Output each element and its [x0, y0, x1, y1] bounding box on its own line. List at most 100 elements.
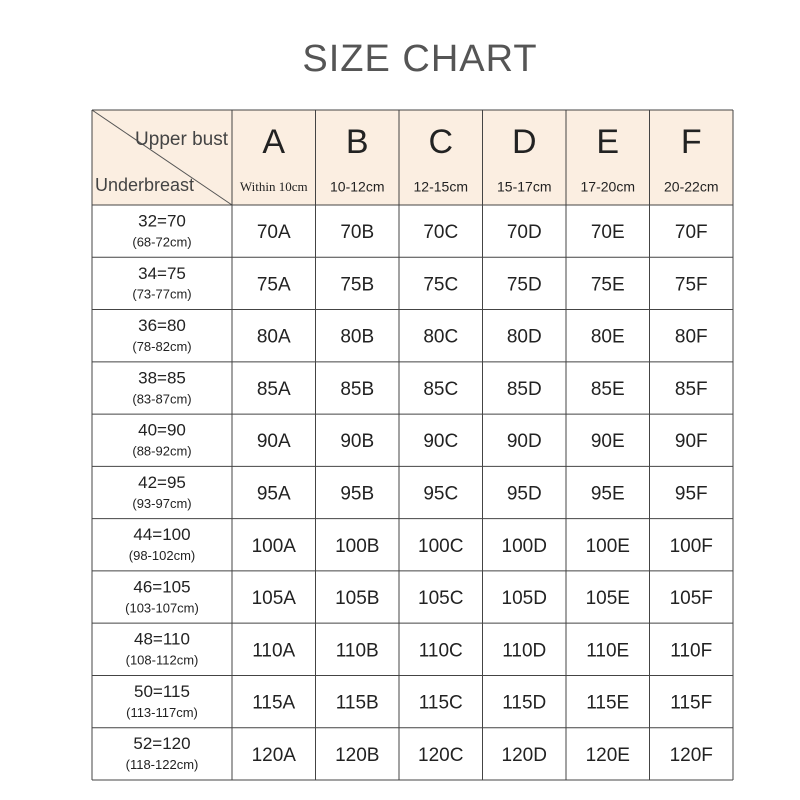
size-cell: 70A — [257, 222, 291, 243]
column-range: 15-17cm — [497, 179, 551, 195]
size-cell: 90E — [591, 431, 625, 452]
size-cell: 70D — [507, 222, 542, 243]
size-cell: 70E — [591, 222, 625, 243]
size-cell: 90B — [340, 431, 374, 452]
column-range: 20-22cm — [664, 179, 718, 195]
size-cell: 75B — [340, 274, 374, 295]
column-letter: E — [596, 123, 619, 161]
column-range: 17-20cm — [581, 179, 635, 195]
size-cell: 110B — [336, 640, 379, 661]
row-size: 36=80 — [138, 316, 186, 335]
size-cell: 80E — [591, 327, 625, 348]
size-cell: 70B — [340, 222, 374, 243]
size-cell: 110D — [502, 640, 546, 661]
size-cell: 115F — [670, 693, 712, 714]
row-range: (98-102cm) — [129, 548, 195, 563]
size-cell: 105A — [252, 588, 297, 609]
row-size: 42=95 — [138, 473, 186, 492]
size-cell: 85C — [423, 379, 458, 400]
row-range: (78-82cm) — [132, 339, 191, 354]
size-cell: 105D — [502, 588, 547, 609]
row-range: (83-87cm) — [132, 391, 191, 406]
row-size: 48=110 — [134, 630, 190, 649]
column-letter: F — [681, 123, 702, 161]
row-range: (93-97cm) — [132, 496, 191, 511]
column-range: 12-15cm — [414, 179, 468, 195]
size-cell: 100B — [335, 536, 379, 557]
size-cell: 70F — [675, 222, 708, 243]
column-letter: B — [346, 123, 369, 161]
row-size: 38=85 — [138, 368, 186, 387]
size-cell: 80C — [423, 327, 458, 348]
size-cell: 75D — [507, 274, 542, 295]
size-cell: 115D — [502, 693, 546, 714]
row-range: (118-122cm) — [126, 757, 199, 772]
size-cell: 70C — [423, 222, 458, 243]
row-size: 40=90 — [138, 421, 186, 440]
size-cell: 120A — [252, 745, 297, 766]
size-cell: 80B — [340, 327, 374, 348]
row-size: 52=120 — [133, 734, 190, 753]
header-background — [92, 110, 733, 205]
size-cell: 115A — [252, 693, 295, 714]
size-cell: 85D — [507, 379, 542, 400]
size-cell: 100F — [670, 536, 713, 557]
size-cell: 110F — [670, 640, 712, 661]
size-cell: 110A — [252, 640, 295, 661]
size-cell: 75E — [591, 274, 625, 295]
column-letter: D — [512, 123, 537, 161]
size-cell: 75C — [423, 274, 458, 295]
size-cell: 95F — [675, 484, 708, 505]
size-cell: 75A — [257, 274, 291, 295]
size-cell: 95A — [257, 484, 291, 505]
size-cell: 75F — [675, 274, 708, 295]
row-size: 50=115 — [134, 682, 190, 701]
size-cell: 110E — [586, 640, 629, 661]
row-range: (103-107cm) — [125, 600, 199, 615]
size-cell: 95C — [423, 484, 458, 505]
size-cell: 100C — [418, 536, 463, 557]
size-cell: 95B — [340, 484, 374, 505]
size-cell: 115E — [586, 693, 629, 714]
size-cell: 115C — [419, 693, 463, 714]
size-cell: 95D — [507, 484, 542, 505]
size-cell: 90D — [507, 431, 542, 452]
row-size: 46=105 — [133, 577, 190, 596]
size-cell: 120D — [502, 745, 547, 766]
size-cell: 80A — [257, 327, 291, 348]
size-cell: 90A — [257, 431, 291, 452]
size-cell: 105F — [670, 588, 713, 609]
size-cell: 85E — [591, 379, 625, 400]
size-cell: 120E — [586, 745, 630, 766]
size-cell: 90C — [423, 431, 458, 452]
column-letter: C — [428, 123, 453, 161]
size-cell: 85F — [675, 379, 708, 400]
row-size: 32=70 — [138, 211, 186, 230]
corner-diagonal — [91, 109, 233, 206]
row-size: 44=100 — [133, 525, 190, 544]
size-cell: 85A — [257, 379, 291, 400]
column-letter: A — [262, 123, 285, 161]
size-cell: 115B — [336, 693, 379, 714]
size-cell: 90F — [675, 431, 708, 452]
size-cell: 95E — [591, 484, 625, 505]
size-cell: 110C — [419, 640, 463, 661]
row-size: 34=75 — [138, 264, 186, 283]
size-cell: 105C — [418, 588, 463, 609]
row-range: (113-117cm) — [126, 705, 198, 720]
size-cell: 100D — [502, 536, 547, 557]
column-range: 10-12cm — [330, 179, 384, 195]
size-cell: 120C — [418, 745, 463, 766]
size-cell: 120F — [670, 745, 713, 766]
row-range: (73-77cm) — [132, 287, 191, 302]
size-cell: 105B — [335, 588, 379, 609]
size-cell: 80D — [507, 327, 542, 348]
size-cell: 100A — [252, 536, 297, 557]
size-cell: 100E — [586, 536, 630, 557]
row-range: (88-92cm) — [132, 444, 191, 459]
corner-bottom-label: Underbreast — [95, 175, 194, 195]
title: SIZE CHART — [302, 38, 537, 80]
size-cell: 120B — [335, 745, 379, 766]
